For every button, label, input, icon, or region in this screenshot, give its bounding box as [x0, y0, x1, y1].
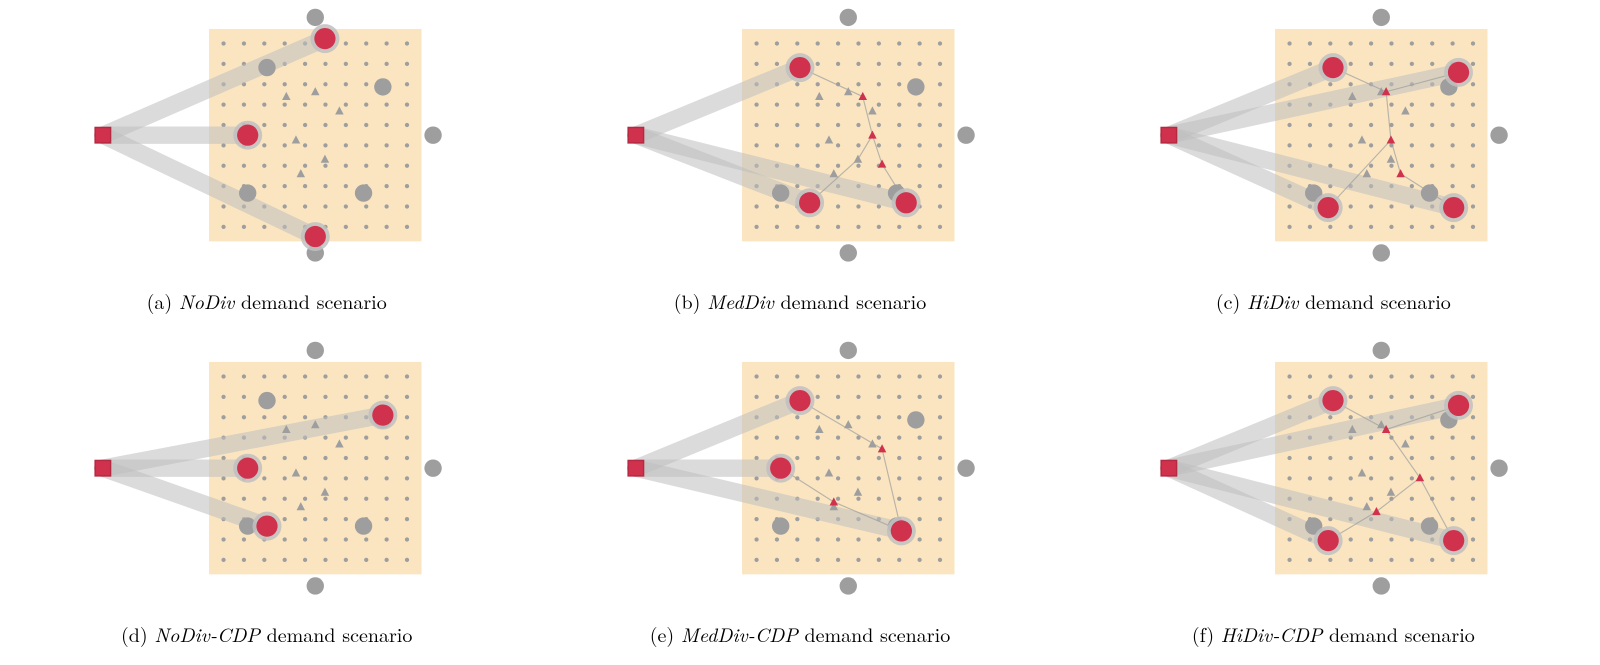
- caption-scenario: NoDiv-CDP: [154, 619, 260, 648]
- panel-e-caption: (e) MedDiv-CDP demand scenario: [650, 619, 950, 648]
- panel-b: (b) MedDiv demand scenario: [533, 0, 1066, 333]
- panel-d-caption: (d) NoDiv-CDP demand scenario: [121, 619, 412, 648]
- panel-a-svg: [7, 0, 527, 280]
- panel-d-svg: [7, 333, 527, 613]
- panel-f-svg: [1073, 333, 1593, 613]
- caption-label: (d): [121, 619, 148, 648]
- caption-label: (b): [674, 286, 701, 315]
- caption-scenario: HiDiv: [1247, 286, 1298, 315]
- panel-a-caption: (a) NoDiv demand scenario: [147, 286, 387, 315]
- panel-a: (a) NoDiv demand scenario: [0, 0, 533, 333]
- caption-label: (e): [650, 619, 674, 648]
- caption-tail: demand scenario: [798, 619, 950, 648]
- caption-scenario: NoDiv: [179, 286, 235, 315]
- panel-c-caption: (c) HiDiv demand scenario: [1216, 286, 1451, 315]
- panel-c: (c) HiDiv demand scenario: [1067, 0, 1600, 333]
- panel-e: (e) MedDiv-CDP demand scenario: [533, 333, 1066, 665]
- caption-tail: demand scenario: [234, 286, 386, 315]
- caption-scenario: MedDiv-CDP: [681, 619, 798, 648]
- caption-tail: demand scenario: [774, 286, 926, 315]
- panel-c-svg: [1073, 0, 1593, 280]
- caption-tail: demand scenario: [1322, 619, 1474, 648]
- panel-f: (f) HiDiv-CDP demand scenario: [1067, 333, 1600, 665]
- panel-f-caption: (f) HiDiv-CDP demand scenario: [1192, 619, 1475, 648]
- caption-label: (f): [1192, 619, 1214, 648]
- panel-d: (d) NoDiv-CDP demand scenario: [0, 333, 533, 665]
- panel-e-svg: [540, 333, 1060, 613]
- caption-label: (c): [1216, 286, 1240, 315]
- caption-tail: demand scenario: [1298, 286, 1450, 315]
- caption-scenario: MedDiv: [707, 286, 774, 315]
- panel-b-caption: (b) MedDiv demand scenario: [674, 286, 927, 315]
- figure-grid: (a) NoDiv demand scenario(b) MedDiv dema…: [0, 0, 1600, 665]
- panel-b-svg: [540, 0, 1060, 280]
- caption-label: (a): [147, 286, 173, 315]
- caption-tail: demand scenario: [260, 619, 412, 648]
- caption-scenario: HiDiv-CDP: [1221, 619, 1323, 648]
